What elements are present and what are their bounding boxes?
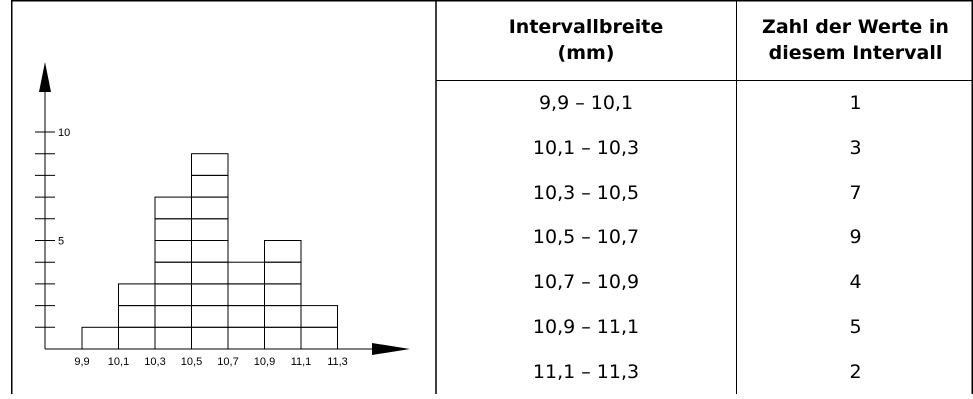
table-row: 10,9 – 11,1 5 — [436, 305, 973, 350]
count-cell: 4 — [737, 260, 973, 305]
y-tick-label: 5 — [58, 236, 64, 248]
x-tick-label: 9,9 — [74, 356, 89, 368]
x-tick-label: 11,1 — [291, 356, 312, 368]
bar-unit-box — [228, 262, 265, 284]
table-row: 9,9 – 10,1 1 — [436, 81, 973, 126]
bar-unit-box — [119, 284, 156, 306]
table-header-row: Intervallbreite (mm) Zahl der Werte in d… — [436, 0, 973, 81]
x-tick-label: 10,3 — [144, 356, 165, 368]
bar-unit-box — [155, 197, 192, 219]
axes-layer — [35, 62, 410, 355]
histogram-chart: 5 10 9,9 10,1 10,3 10,5 10,7 10,9 11,1 11,3 — [0, 0, 436, 394]
frequency-table: Intervallbreite (mm) Zahl der Werte in d… — [436, 0, 973, 394]
bar-unit-box — [192, 219, 229, 241]
y-axis-arrow-icon — [39, 62, 51, 92]
count-cell: 7 — [737, 170, 973, 215]
bar-unit-box — [265, 306, 302, 328]
interval-cell: 10,9 – 11,1 — [436, 305, 737, 350]
bar-unit-box — [155, 262, 192, 284]
bar-unit-box — [155, 306, 192, 328]
histogram-bar — [228, 262, 265, 349]
x-tick-label: 10,1 — [108, 356, 129, 368]
interval-cell: 9,9 – 10,1 — [436, 81, 737, 126]
interval-cell: 10,1 – 10,3 — [436, 126, 737, 171]
bar-unit-box — [155, 241, 192, 263]
labels-layer: 5 10 9,9 10,1 10,3 10,5 10,7 10,9 11,1 11,3 — [58, 127, 348, 368]
bar-unit-box — [192, 197, 229, 219]
bar-unit-box — [192, 284, 229, 306]
bar-unit-box — [265, 284, 302, 306]
count-cell: 3 — [737, 126, 973, 171]
bar-unit-box — [301, 306, 338, 328]
histogram-bar — [119, 284, 156, 349]
bar-unit-box — [265, 241, 302, 263]
bar-unit-box — [155, 284, 192, 306]
x-tick-label: 10,9 — [254, 356, 275, 368]
table-row: 10,1 – 10,3 3 — [436, 126, 973, 171]
header-count-line1: Zahl der Werte in — [737, 14, 973, 40]
bar-unit-box — [192, 241, 229, 263]
bar-unit-box — [119, 327, 156, 349]
x-tick-label: 11,3 — [327, 356, 348, 368]
bar-unit-box — [155, 327, 192, 349]
bar-unit-box — [192, 154, 229, 176]
bar-unit-box — [192, 327, 229, 349]
count-cell: 2 — [737, 349, 973, 394]
y-tick-label: 10 — [58, 127, 70, 139]
count-cell: 1 — [737, 81, 973, 126]
count-cell: 5 — [737, 305, 973, 350]
table-row: 11,1 – 11,3 2 — [436, 349, 973, 394]
bar-unit-box — [192, 306, 229, 328]
header-interval-line2: (mm) — [436, 40, 736, 66]
x-tick-label: 10,7 — [217, 356, 238, 368]
interval-cell: 11,1 – 11,3 — [436, 349, 737, 394]
bar-unit-box — [228, 284, 265, 306]
count-cell: 9 — [737, 215, 973, 260]
table-row: 10,7 – 10,9 4 — [436, 260, 973, 305]
histogram-bar — [301, 306, 338, 349]
table-row: 10,5 – 10,7 9 — [436, 215, 973, 260]
histogram-bar — [192, 154, 229, 349]
bar-unit-box — [155, 219, 192, 241]
header-count-line2: diesem Intervall — [737, 40, 973, 66]
interval-cell: 10,7 – 10,9 — [436, 260, 737, 305]
interval-cell: 10,5 – 10,7 — [436, 215, 737, 260]
header-value-count: Zahl der Werte in diesem Intervall — [737, 0, 973, 81]
bar-unit-box — [265, 327, 302, 349]
header-interval-line1: Intervallbreite — [436, 14, 736, 40]
histogram-bar — [155, 197, 192, 349]
bar-unit-box — [228, 306, 265, 328]
x-axis-arrow-icon — [372, 343, 410, 355]
bar-unit-box — [82, 327, 119, 349]
bar-unit-box — [301, 327, 338, 349]
bar-unit-box — [192, 262, 229, 284]
histogram-bar — [265, 241, 302, 350]
bar-unit-box — [265, 262, 302, 284]
histogram-bar — [82, 327, 119, 349]
header-interval-width: Intervallbreite (mm) — [436, 0, 737, 81]
bars-layer — [82, 154, 338, 349]
interval-cell: 10,3 – 10,5 — [436, 170, 737, 215]
histogram-cell: 5 10 9,9 10,1 10,3 10,5 10,7 10,9 11,1 11,3 — [0, 0, 436, 394]
bar-unit-box — [192, 175, 229, 197]
bar-unit-box — [228, 327, 265, 349]
bar-unit-box — [119, 306, 156, 328]
table-row: 10,3 – 10,5 7 — [436, 170, 973, 215]
x-tick-label: 10,5 — [181, 356, 202, 368]
